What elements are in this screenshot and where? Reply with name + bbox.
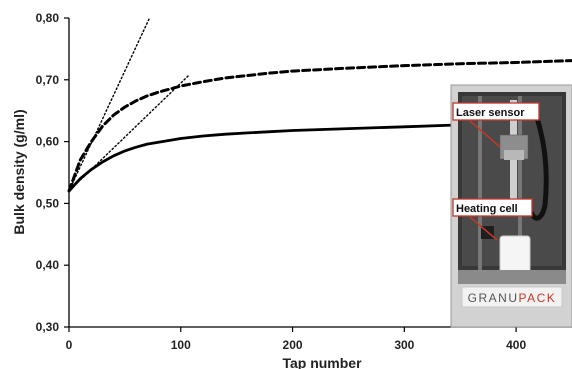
heating-cell-label-box	[452, 198, 533, 217]
y-tick-label: 0,80	[36, 11, 60, 25]
y-axis-title: Bulk density (g/ml)	[11, 109, 27, 234]
inset-sensor-head	[504, 150, 524, 160]
dashed-series-line	[67, 59, 572, 193]
y-axis-ticks: 0,30 0,40 0,50 0,60 0,70 0,80	[36, 11, 69, 334]
dotted-series-line	[68, 17, 151, 192]
inset-rail-right	[518, 96, 522, 270]
dotted-series-line	[68, 74, 190, 192]
y-tick-label: 0,60	[36, 135, 60, 149]
inset-cable	[528, 114, 549, 221]
x-tick-label: 400	[506, 338, 526, 352]
y-tick-label: 0,50	[36, 196, 60, 210]
y-tick-label: 0,40	[36, 258, 60, 272]
x-tick-label: 300	[394, 338, 414, 352]
y-tick-label: 0,70	[36, 73, 60, 87]
inset-brand-panel	[461, 286, 563, 308]
inset-brand-logo: GRANUPACK	[468, 291, 557, 305]
laser-sensor-label-box	[452, 102, 540, 121]
x-axis-title: Tap number	[282, 355, 362, 369]
heating-cell-pointer	[469, 216, 498, 241]
heating-cell-label: Heating cell	[456, 203, 518, 215]
instrument-photo-inset: GRANUPACK Laser sensor Heating cell	[450, 84, 572, 328]
laser-sensor-label: Laser sensor	[456, 107, 525, 119]
inset-rail-left	[478, 96, 482, 270]
x-tick-label: 100	[171, 338, 191, 352]
inset-heating-cell	[499, 235, 531, 275]
laser-sensor-pointer	[469, 120, 501, 148]
x-tick-label: 0	[66, 338, 73, 352]
inset-base-plate	[458, 270, 566, 284]
x-tick-label: 200	[283, 338, 303, 352]
solid-series-line	[67, 122, 518, 193]
series-layer	[67, 17, 572, 193]
y-tick-label: 0,30	[36, 320, 60, 334]
x-axis-ticks: 0 100 200 300 400	[66, 327, 526, 352]
